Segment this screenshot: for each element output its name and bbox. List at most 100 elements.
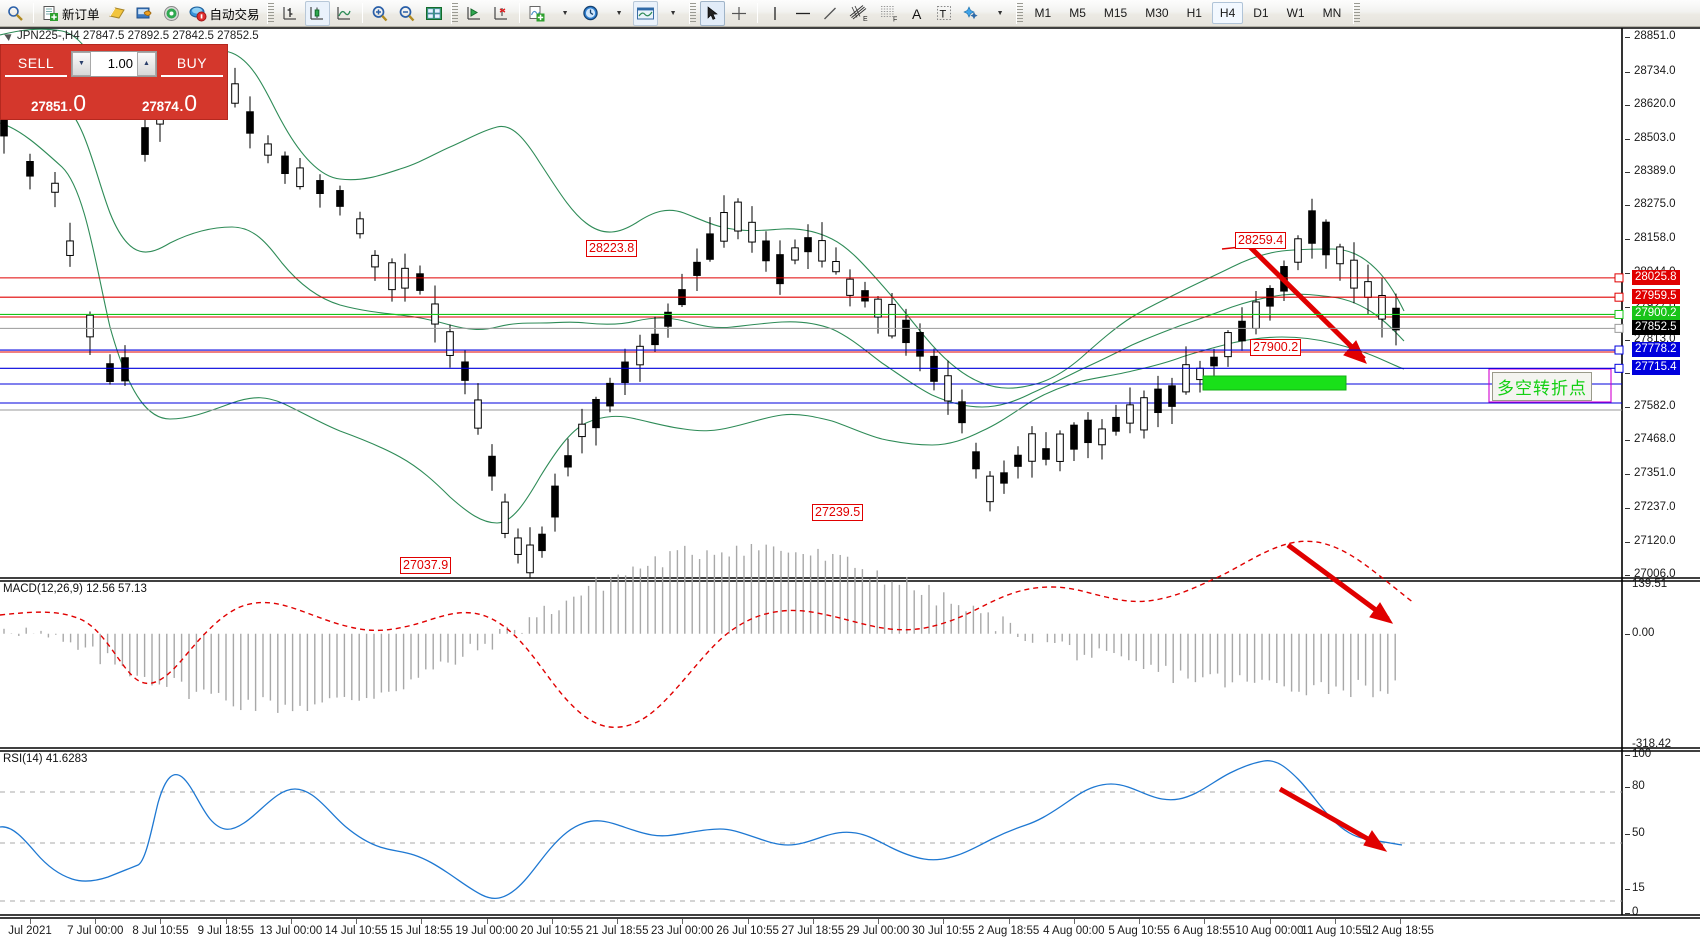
- bar-chart-icon[interactable]: [278, 1, 303, 26]
- candle-body: [316, 180, 324, 195]
- price-tick-label: 27006.0: [1634, 568, 1676, 580]
- buy-label[interactable]: BUY: [161, 50, 223, 77]
- zoom-tool-icon[interactable]: [3, 1, 28, 26]
- price-level-badge[interactable]: 27778.2: [1632, 342, 1680, 357]
- candle-body: [1252, 301, 1260, 329]
- time-tick-mark: [225, 919, 227, 924]
- period-clock-icon[interactable]: [579, 1, 604, 26]
- volume-decrement-button[interactable]: ▼: [72, 51, 91, 76]
- macd-histogram: [3, 543, 1396, 713]
- chart-collapse-icon[interactable]: [4, 31, 14, 41]
- volume-input-wrapper[interactable]: ▼ 1.00 ▲: [71, 50, 157, 77]
- horizontal-line-tool-icon[interactable]: [790, 1, 816, 26]
- tile-windows-icon[interactable]: [422, 1, 447, 26]
- templates-icon[interactable]: [632, 0, 658, 26]
- timeframe-w1[interactable]: W1: [1286, 6, 1305, 20]
- new-order-button[interactable]: 新订单: [39, 1, 103, 26]
- price-level-badge[interactable]: 27900.2: [1632, 306, 1680, 322]
- candle-body: [986, 475, 994, 503]
- zoom-in-icon[interactable]: [368, 1, 393, 26]
- buy-price-button[interactable]: 27874 . 0: [116, 79, 223, 116]
- macd-tick-mark: [1625, 633, 1630, 635]
- price-level-badge[interactable]: 28025.8: [1632, 269, 1680, 285]
- price-level-handle: [1614, 309, 1624, 319]
- price-tick-label: 28620.0: [1634, 97, 1676, 110]
- candle-body: [818, 240, 826, 262]
- fibonacci-tool-icon[interactable]: F: [875, 1, 903, 26]
- rsi-tick-mark: [1625, 889, 1630, 891]
- candle-body: [1154, 388, 1162, 414]
- vertical-line-tool-icon[interactable]: [763, 1, 788, 26]
- timeframe-m30[interactable]: M30: [1145, 6, 1169, 20]
- candle-body: [636, 345, 644, 366]
- sell-price-button[interactable]: 27851 . 0: [5, 79, 112, 116]
- chart-shift-icon[interactable]: [489, 1, 514, 26]
- shapes-tool-icon[interactable]: [959, 1, 985, 26]
- annotation-trough-27037[interactable]: 27037.9: [400, 557, 452, 574]
- volume-increment-button[interactable]: ▲: [137, 51, 156, 76]
- add-indicator-dropdown-arrow[interactable]: ▼: [552, 1, 577, 26]
- toolbar-grip-4[interactable]: [1015, 2, 1023, 24]
- toolbar-grip-2[interactable]: [450, 2, 458, 24]
- chart-canvas[interactable]: [0, 27, 1700, 945]
- candle-body: [1070, 424, 1078, 450]
- annotation-peak-28223[interactable]: 28223.8: [586, 240, 638, 257]
- trendline-tool-icon[interactable]: [818, 1, 843, 26]
- candle-body: [1126, 404, 1134, 424]
- price-level-handle: [1614, 323, 1624, 333]
- network-icon[interactable]: [159, 1, 184, 26]
- text-tool-icon[interactable]: A: [905, 1, 930, 26]
- line-chart-icon[interactable]: [332, 1, 357, 26]
- cursor-tool-icon[interactable]: [699, 0, 725, 26]
- equidistant-channel-tool-icon[interactable]: E: [845, 1, 873, 26]
- volume-input[interactable]: 1.00: [107, 56, 133, 71]
- timeframe-h4[interactable]: H4: [1211, 2, 1244, 24]
- crosshair-tool-icon[interactable]: [727, 1, 752, 26]
- toolbar-grip-3[interactable]: [688, 2, 696, 24]
- price-tick-mark: [1625, 306, 1630, 308]
- candle-body: [246, 111, 254, 134]
- timeframe-h1[interactable]: H1: [1186, 6, 1202, 20]
- metaeditor-icon[interactable]: [105, 1, 130, 26]
- candle-body: [461, 361, 469, 381]
- chart-window[interactable]: JPN225-,H4 27847.5 27892.5 27842.5 27852…: [0, 27, 1700, 945]
- price-level-badge[interactable]: 27715.4: [1632, 360, 1680, 376]
- timeframe-m5[interactable]: M5: [1069, 6, 1086, 20]
- candle-body: [1196, 367, 1204, 381]
- bollinger-lower-band: [0, 122, 1405, 524]
- candle-body: [121, 357, 129, 382]
- candle-body: [1182, 364, 1190, 393]
- price-level-badge[interactable]: 27959.5: [1632, 289, 1680, 305]
- period-dropdown-arrow[interactable]: ▼: [606, 1, 631, 26]
- candle-body: [734, 201, 742, 232]
- candlestick-chart-icon[interactable]: [304, 0, 330, 26]
- expert-advisor-icon[interactable]: [132, 1, 157, 26]
- auto-scroll-icon[interactable]: [462, 1, 487, 26]
- one-click-trading-top-row: SELL ▼ 1.00 ▲ BUY: [1, 45, 227, 79]
- shapes-dropdown-arrow[interactable]: ▼: [987, 1, 1012, 26]
- rsi-tick-label: 80: [1632, 779, 1645, 792]
- timeframe-d1[interactable]: D1: [1253, 6, 1269, 20]
- candle-body: [621, 361, 629, 383]
- timeframe-m1[interactable]: M1: [1034, 6, 1052, 20]
- text-label-tool-icon[interactable]: T: [932, 1, 957, 26]
- price-level-badge[interactable]: 27852.5: [1632, 320, 1680, 336]
- add-indicator-icon[interactable]: [525, 1, 550, 26]
- toolbar-grip-5[interactable]: [1353, 2, 1361, 24]
- zoom-out-icon[interactable]: [395, 1, 420, 26]
- price-level-handle: [1614, 363, 1624, 373]
- annotation-trough-27239[interactable]: 27239.5: [812, 504, 864, 521]
- annotation-level-27900[interactable]: 27900.2: [1250, 339, 1302, 356]
- annotation-peak-28259[interactable]: 28259.4: [1235, 232, 1287, 249]
- annotation-note-box[interactable]: 多空转折点: [1492, 372, 1592, 401]
- time-tick-label: 27 Jul 18:55: [781, 925, 845, 937]
- sell-label[interactable]: SELL: [5, 50, 67, 77]
- one-click-trading-panel[interactable]: SELL ▼ 1.00 ▲ BUY 27851 . 0 27874 . 0: [0, 44, 228, 120]
- time-tick-label: 8 Jul 10:55: [132, 925, 189, 937]
- templates-dropdown-arrow[interactable]: ▼: [660, 1, 685, 26]
- candle-body: [664, 311, 672, 327]
- timeframe-m15[interactable]: M15: [1103, 6, 1128, 20]
- autotrading-button[interactable]: 自动交易: [186, 1, 263, 26]
- timeframe-mn[interactable]: MN: [1322, 6, 1342, 20]
- toolbar-grip[interactable]: [266, 2, 274, 24]
